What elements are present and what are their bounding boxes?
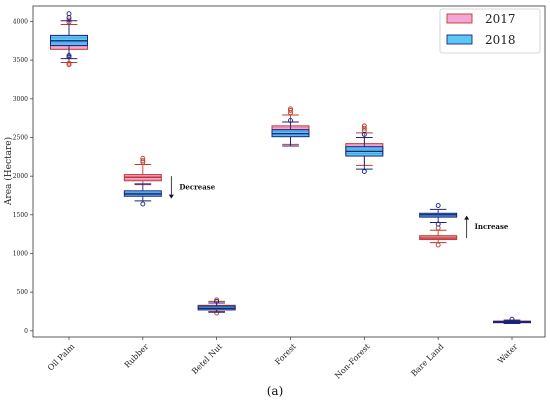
x-tick-label: Forest <box>273 341 298 366</box>
box-2018 <box>271 118 310 147</box>
x-tick-label: Betel Nut <box>190 341 225 376</box>
annotation-label: Increase <box>475 222 509 231</box>
box-2018 <box>197 298 236 313</box>
outlier-point <box>361 131 367 137</box>
legend-swatch <box>446 34 473 45</box>
outlier-point <box>66 60 72 66</box>
x-tick-label: Rubber <box>123 342 151 370</box>
outlier-point <box>66 53 72 58</box>
outlier-point <box>140 155 146 161</box>
legend-swatch <box>446 13 473 24</box>
outlier-point <box>435 225 441 231</box>
outlier-point <box>288 106 293 112</box>
y-tick-label: 2000 <box>13 173 28 180</box>
box-2018 <box>123 183 162 207</box>
box-2018 <box>50 11 88 60</box>
box-2018 <box>493 316 531 324</box>
legend-label: 2018 <box>485 33 516 47</box>
outlier-point <box>140 158 146 164</box>
y-tick-label: 3500 <box>13 57 28 64</box>
outlier-point <box>435 242 441 248</box>
outlier-point <box>214 298 220 304</box>
box-group <box>50 11 531 324</box>
annotation-arrow-head <box>168 194 174 199</box>
outlier-point <box>509 316 515 322</box>
y-tick-label: 2500 <box>13 134 28 141</box>
y-axis: 0 500 1000 1500 2000 2500 3000 3500 4000 <box>13 18 33 335</box>
y-axis-title: Area (Hectare) <box>3 137 14 206</box>
y-tick-label: 4000 <box>13 18 28 25</box>
annotation-up: Increase <box>464 215 509 239</box>
plot-frame <box>32 5 546 338</box>
annotation-label: Decrease <box>179 182 215 191</box>
legend-label: 2017 <box>485 12 516 26</box>
y-tick-label: 1500 <box>13 212 28 219</box>
outlier-point <box>361 169 367 174</box>
x-axis: Oil Palm Rubber Betel Nut Forest Non-Forest B… <box>46 337 520 381</box>
annotation-arrow-head <box>464 215 470 220</box>
x-tick-label: Bare Land <box>409 342 445 378</box>
outlier-point <box>66 62 72 68</box>
outlier-point <box>361 123 367 129</box>
x-tick-label: Non-Forest <box>333 341 372 380</box>
y-tick-label: 1000 <box>13 250 28 257</box>
x-tick-label: Oil Palm <box>46 342 77 373</box>
outlier-point <box>66 54 72 60</box>
outlier-point <box>435 203 441 208</box>
outlier-point <box>140 201 146 207</box>
annotation-down: Decrease <box>168 176 216 199</box>
x-tick-label: Water <box>496 342 520 366</box>
box-2017 <box>123 155 162 186</box>
y-tick-label: 500 <box>17 289 29 296</box>
box-2018 <box>419 203 458 227</box>
annotations: Decrease Increase <box>168 176 509 239</box>
legend: 2017 2018 <box>439 8 541 54</box>
outlier-point <box>288 118 293 123</box>
outlier-point <box>435 221 441 227</box>
outlier-point <box>288 107 293 113</box>
outlier-point <box>66 11 72 17</box>
outlier-point <box>361 125 367 131</box>
outlier-point <box>214 297 220 303</box>
y-tick-label: 3000 <box>13 96 28 103</box>
y-tick-label: 0 <box>24 328 28 335</box>
figure-caption: (a) <box>266 384 284 398</box>
box-2018 <box>345 131 384 174</box>
box-2017 <box>419 225 458 248</box>
